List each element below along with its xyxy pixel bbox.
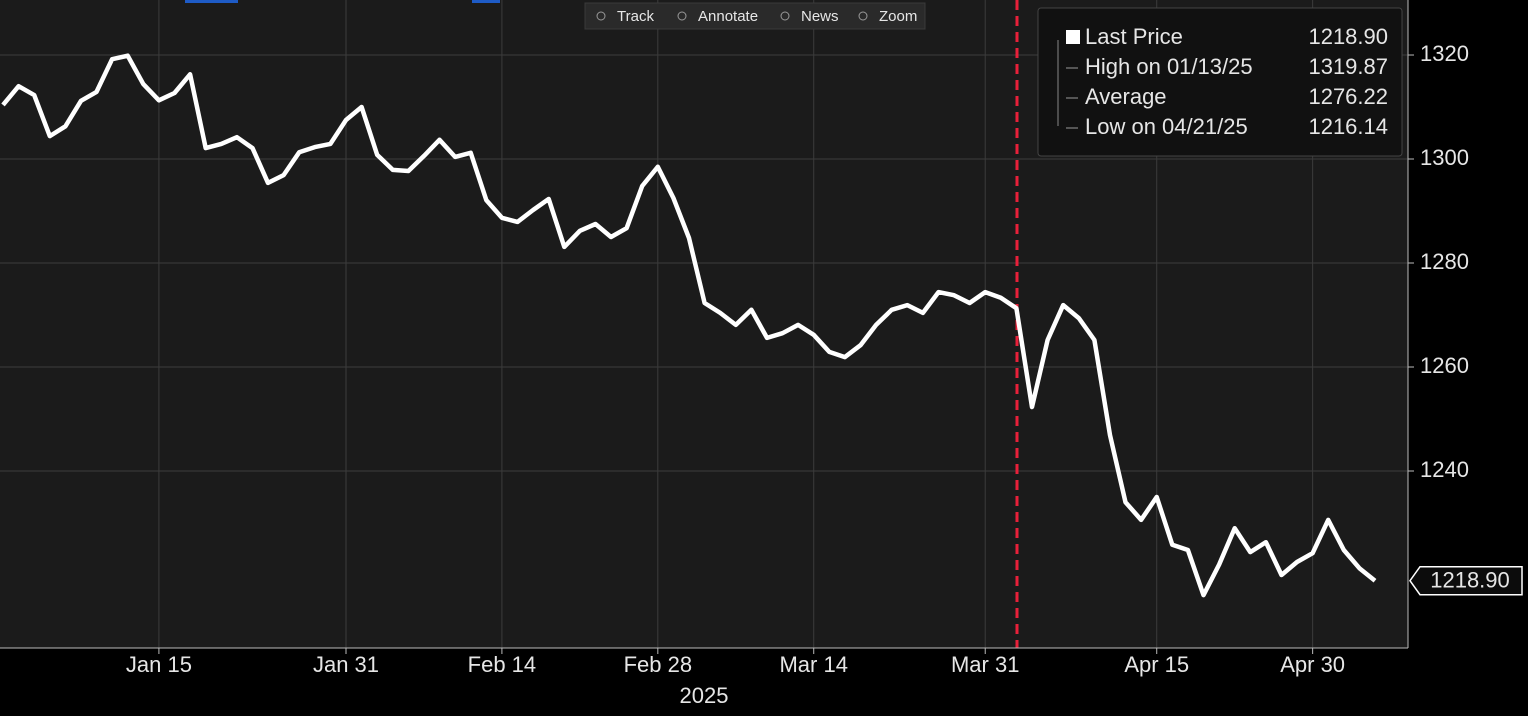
- y-tick-label: 1300: [1420, 145, 1469, 170]
- legend-label: High on 01/13/25: [1085, 54, 1253, 79]
- tab-indicator: [185, 0, 238, 3]
- y-tick-label: 1260: [1420, 353, 1469, 378]
- tab-indicator: [472, 0, 500, 3]
- x-tick-label: Jan 31: [313, 652, 379, 677]
- legend-value: 1218.90: [1308, 24, 1388, 49]
- toolbar-bg: [584, 2, 926, 30]
- grid: [0, 0, 1408, 648]
- legend-value: 1319.87: [1308, 54, 1388, 79]
- toolbar-button[interactable]: News: [801, 8, 839, 25]
- legend-value: 1276.22: [1308, 84, 1388, 109]
- x-axis-label: 2025: [680, 683, 729, 708]
- toolbar-icon: [677, 11, 687, 21]
- legend-label: Average: [1085, 84, 1167, 109]
- x-tick-label: Mar 14: [779, 652, 847, 677]
- toolbar-icon: [596, 11, 606, 21]
- x-tick-label: Feb 28: [624, 652, 693, 677]
- x-tick-label: Mar 31: [951, 652, 1019, 677]
- toolbar-button[interactable]: Zoom: [879, 8, 917, 25]
- legend-value: 1216.14: [1308, 114, 1388, 139]
- toolbar-icon: [858, 11, 868, 21]
- toolbar: Track Annotate News Zoom: [584, 2, 926, 30]
- y-tick-label: 1240: [1420, 457, 1469, 482]
- toolbar-icon: [780, 11, 790, 21]
- x-tick-label: Apr 15: [1124, 652, 1189, 677]
- legend-swatch: [1066, 30, 1080, 44]
- x-tick-label: Feb 14: [468, 652, 537, 677]
- legend-label: Last Price: [1085, 24, 1183, 49]
- x-tick-label: Jan 15: [126, 652, 192, 677]
- legend: Last Price 1218.90 High on 01/13/25 1319.87…: [1037, 7, 1403, 157]
- toolbar-button[interactable]: Annotate: [698, 8, 758, 25]
- last-value-label: 1218.90: [1430, 568, 1510, 593]
- toolbar-button[interactable]: Track: [617, 8, 654, 25]
- x-tick-label: Apr 30: [1280, 652, 1345, 677]
- y-tick-label: 1280: [1420, 249, 1469, 274]
- last-value-tag: [1409, 565, 1523, 596]
- y-tick-label: 1320: [1420, 41, 1469, 66]
- price-line: [1, 53, 1377, 598]
- legend-box: [1037, 7, 1403, 157]
- legend-label: Low on 04/21/25: [1085, 114, 1248, 139]
- plot: [1, 53, 1377, 598]
